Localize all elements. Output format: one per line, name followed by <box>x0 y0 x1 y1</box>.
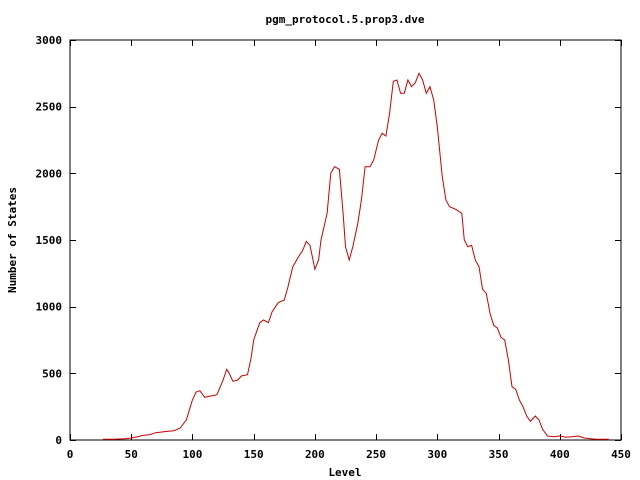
y-axis-label: Number of States <box>6 187 19 293</box>
series-line <box>103 72 609 440</box>
y-axis: 0 500 1000 1500 2000 2500 3000 <box>36 34 621 447</box>
y-tick-label: 500 <box>42 367 62 380</box>
x-tick-label: 200 <box>305 448 325 461</box>
y-tick-label: 0 <box>55 434 62 447</box>
x-tick-label: 0 <box>67 448 74 461</box>
x-tick-label: 100 <box>183 448 203 461</box>
x-tick-label: 150 <box>244 448 264 461</box>
x-tick-label: 300 <box>427 448 447 461</box>
y-tick-label: 2000 <box>36 167 63 180</box>
y-tick-label: 2500 <box>36 101 63 114</box>
y-tick-label: 3000 <box>36 34 63 47</box>
y-tick-label: 1000 <box>36 301 63 314</box>
y-tick-label: 1500 <box>36 234 63 247</box>
chart-title: pgm_protocol.5.prop3.dve <box>266 13 425 26</box>
x-tick-label: 400 <box>550 448 570 461</box>
x-axis: 0 50 100 150 200 250 300 350 400 450 <box>67 40 631 461</box>
x-axis-label: Level <box>328 466 361 479</box>
x-tick-label: 250 <box>366 448 386 461</box>
x-tick-label: 450 <box>611 448 631 461</box>
x-tick-label: 350 <box>489 448 509 461</box>
x-tick-label: 50 <box>125 448 138 461</box>
